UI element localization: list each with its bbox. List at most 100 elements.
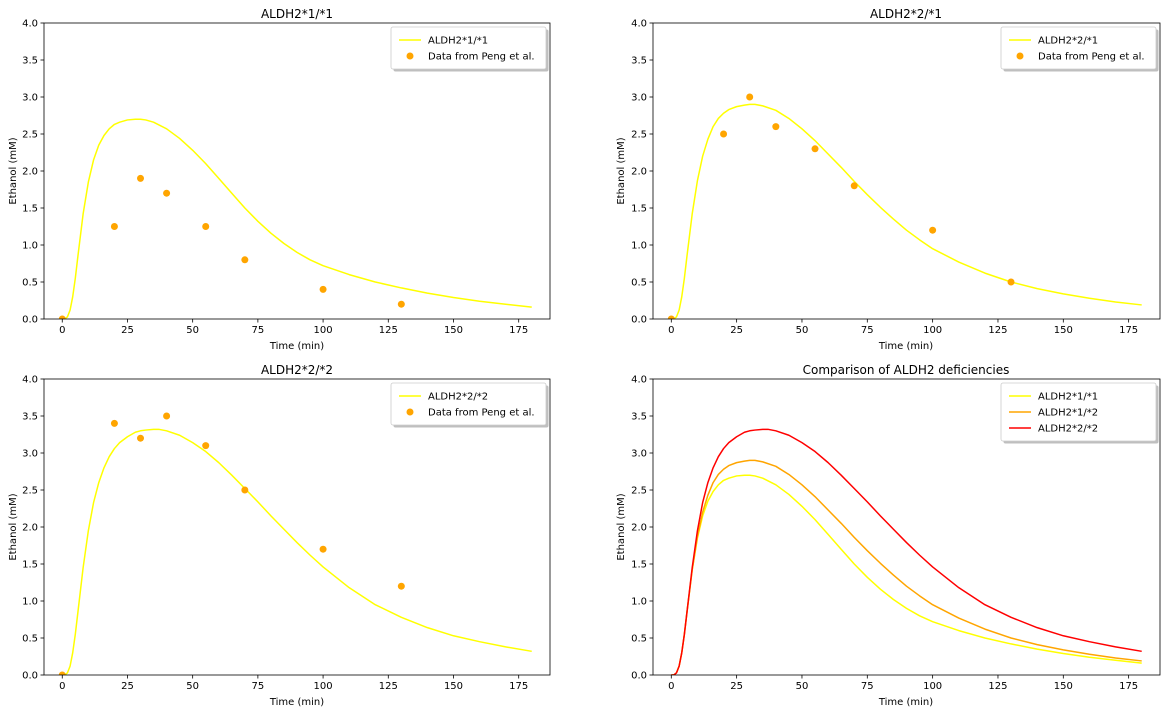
y-tick-label: 1.5 (631, 560, 647, 571)
x-tick-label: 150 (444, 681, 463, 692)
y-tick-label: 3.0 (631, 449, 647, 460)
series-1-point (137, 174, 145, 182)
y-tick-label: 3.0 (22, 93, 38, 104)
series-0-line (62, 428, 532, 675)
y-tick-label: 2.5 (631, 130, 647, 141)
y-tick-label: 3.0 (631, 93, 647, 104)
legend: ALDH2*2/*1 Data from Peng et al. (1000, 26, 1159, 72)
x-tick-label: 25 (121, 681, 134, 692)
subplot-title: ALDH2*2/*2 (261, 363, 333, 377)
y-tick-label: 3.5 (631, 412, 647, 423)
y-axis-label: Ethanol (mM) (8, 493, 19, 560)
y-tick-label: 2.0 (22, 167, 38, 178)
subplot-title: Comparison of ALDH2 deficiencies (803, 363, 1010, 377)
x-axis-label: Time (min) (269, 697, 324, 708)
legend: ALDH2*1/*1 Data from Peng et al. (390, 26, 549, 72)
x-axis-label: Time (min) (878, 697, 933, 708)
series-1-point (667, 315, 675, 319)
x-tick-label: 75 (252, 325, 265, 336)
x-tick-label: 75 (861, 325, 874, 336)
series-1-point (720, 130, 728, 138)
y-tick-label: 3.0 (22, 449, 38, 460)
x-tick-label: 100 (314, 681, 333, 692)
y-tick-label: 0.5 (631, 634, 647, 645)
series-0-line (671, 103, 1142, 319)
x-tick-label: 125 (988, 681, 1007, 692)
legend-box (1000, 382, 1157, 442)
y-tick-label: 0.0 (631, 315, 647, 326)
x-tick-label: 175 (509, 325, 528, 336)
legend-entry-label: ALDH2*2/*2 (428, 392, 488, 403)
series-1-line (671, 459, 1142, 675)
plot-area (58, 118, 532, 319)
x-tick-label: 75 (861, 681, 874, 692)
y-tick-label: 0.0 (22, 671, 38, 682)
y-tick-label: 2.0 (22, 523, 38, 534)
y-axis-label: Ethanol (mM) (616, 137, 627, 204)
legend-box (390, 26, 547, 70)
series-1-point (202, 442, 210, 450)
series-1-point (163, 189, 171, 197)
y-tick-label: 1.5 (631, 204, 647, 215)
plot-area (667, 93, 1142, 319)
x-tick-label: 50 (796, 681, 809, 692)
x-tick-label: 150 (1054, 325, 1073, 336)
legend-entry-label: ALDH2*1/*2 (1038, 408, 1098, 419)
y-tick-label: 4.0 (22, 375, 38, 386)
x-axis-label: Time (min) (269, 341, 324, 352)
y-tick-label: 3.5 (22, 56, 38, 67)
series-1-point (746, 93, 754, 101)
y-tick-label: 0.0 (22, 315, 38, 326)
x-tick-label: 175 (509, 681, 528, 692)
y-tick-label: 2.0 (631, 523, 647, 534)
y-tick-label: 4.0 (22, 19, 38, 30)
x-tick-label: 100 (314, 325, 333, 336)
series-1-point (163, 412, 171, 420)
y-tick-label: 2.5 (22, 486, 38, 497)
series-2-line (671, 428, 1142, 675)
legend-entry-label: ALDH2*2/*2 (1038, 424, 1098, 435)
x-tick-label: 50 (186, 325, 199, 336)
x-tick-label: 50 (796, 325, 809, 336)
x-tick-label: 75 (252, 681, 265, 692)
series-1-point (929, 226, 937, 234)
series-1-point (110, 223, 118, 230)
x-tick-label: 150 (444, 325, 463, 336)
series-1-point (811, 145, 819, 153)
y-tick-label: 1.0 (631, 597, 647, 608)
subplot-comparison: Comparison of ALDH2 deficiencies Time (m… (616, 363, 1161, 708)
x-tick-label: 125 (379, 325, 398, 336)
plot-area (671, 428, 1142, 675)
subplot-aldh2-1-1: ALDH2*1/*1 Time (min) Ethanol (mM) 0 25 50… (8, 7, 551, 352)
series-1-point (397, 300, 405, 308)
legend-box (1000, 26, 1157, 70)
x-tick-label: 125 (379, 681, 398, 692)
y-tick-label: 1.5 (22, 560, 38, 571)
y-tick-label: 1.0 (631, 241, 647, 252)
legend-marker-swatch (406, 52, 414, 60)
x-tick-label: 125 (988, 325, 1007, 336)
series-1-point (1007, 278, 1015, 286)
x-tick-label: 25 (730, 325, 743, 336)
y-tick-label: 2.0 (631, 167, 647, 178)
x-axis-label: Time (min) (878, 341, 933, 352)
subplot-aldh2-2-1: ALDH2*2/*1 Time (min) Ethanol (mM) 0 25 50… (616, 7, 1161, 352)
series-1-point (241, 486, 249, 494)
y-tick-label: 0.5 (22, 278, 38, 289)
y-tick-label: 0.5 (22, 634, 38, 645)
x-tick-label: 100 (923, 681, 942, 692)
series-1-point (319, 545, 327, 553)
y-axis-label: Ethanol (mM) (616, 493, 627, 560)
legend-entry-label: ALDH2*2/*1 (1038, 36, 1098, 47)
legend: ALDH2*1/*1 ALDH2*1/*2 ALDH2*2/*2 (1000, 382, 1159, 444)
y-tick-label: 1.5 (22, 204, 38, 215)
y-tick-label: 4.0 (631, 375, 647, 386)
y-tick-label: 1.0 (22, 597, 38, 608)
series-1-point (58, 671, 66, 675)
legend-entry-label: ALDH2*1/*1 (1038, 392, 1098, 403)
x-tick-label: 175 (1119, 325, 1138, 336)
legend-marker-swatch (1016, 52, 1024, 60)
x-tick-label: 0 (668, 325, 674, 336)
series-1-point (319, 285, 327, 293)
